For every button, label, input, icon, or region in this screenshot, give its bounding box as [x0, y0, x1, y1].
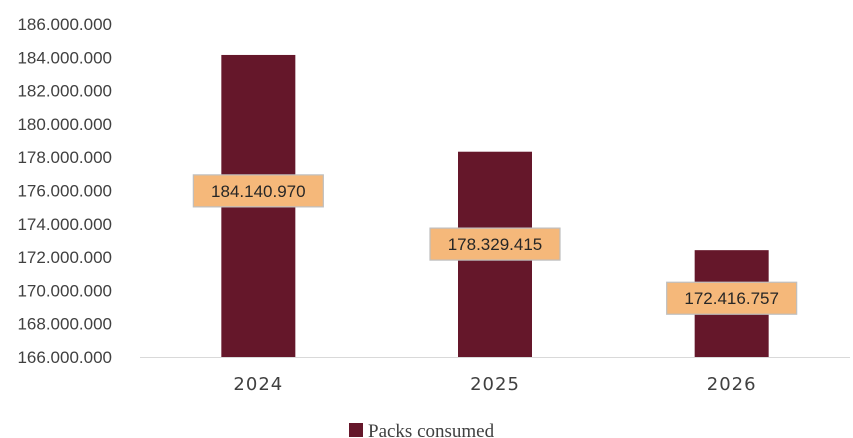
data-label-box — [429, 227, 561, 261]
y-tick-label: 178.000.000 — [17, 148, 112, 167]
legend-label: Packs consumed — [368, 421, 495, 438]
data-label: 172.416.757 — [666, 281, 798, 315]
legend: Packs consumed — [349, 421, 495, 438]
data-label-box — [666, 281, 798, 315]
y-tick-label: 176.000.000 — [17, 182, 112, 201]
data-label: 184.140.970 — [192, 174, 324, 208]
y-tick-label: 170.000.000 — [17, 281, 112, 300]
y-tick-label: 172.000.000 — [17, 248, 112, 267]
y-tick-label: 182.000.000 — [17, 82, 112, 101]
x-axis-ticks: 2024 2025 2026 — [233, 374, 757, 395]
data-label: 178.329.415 — [429, 227, 561, 261]
y-tick-label: 186.000.000 — [17, 15, 112, 34]
data-label-text: 172.416.757 — [684, 289, 779, 308]
y-tick-label: 168.000.000 — [17, 315, 112, 334]
x-tick-label: 2024 — [233, 374, 283, 395]
y-tick-label: 184.000.000 — [17, 48, 112, 67]
legend-swatch — [349, 423, 363, 437]
data-label-box — [192, 174, 324, 208]
data-label-text: 184.140.970 — [211, 182, 306, 201]
data-label-text: 178.329.415 — [448, 235, 543, 254]
data-labels: 184.140.970 178.329.415 172.416.757 — [192, 174, 798, 315]
x-tick-label: 2025 — [470, 374, 520, 395]
y-axis-ticks: 166.000.000 168.000.000 170.000.000 172.000… — [17, 15, 112, 367]
y-tick-label: 166.000.000 — [17, 348, 112, 367]
x-tick-label: 2026 — [707, 374, 757, 395]
y-tick-label: 174.000.000 — [17, 215, 112, 234]
y-tick-label: 180.000.000 — [17, 115, 112, 134]
